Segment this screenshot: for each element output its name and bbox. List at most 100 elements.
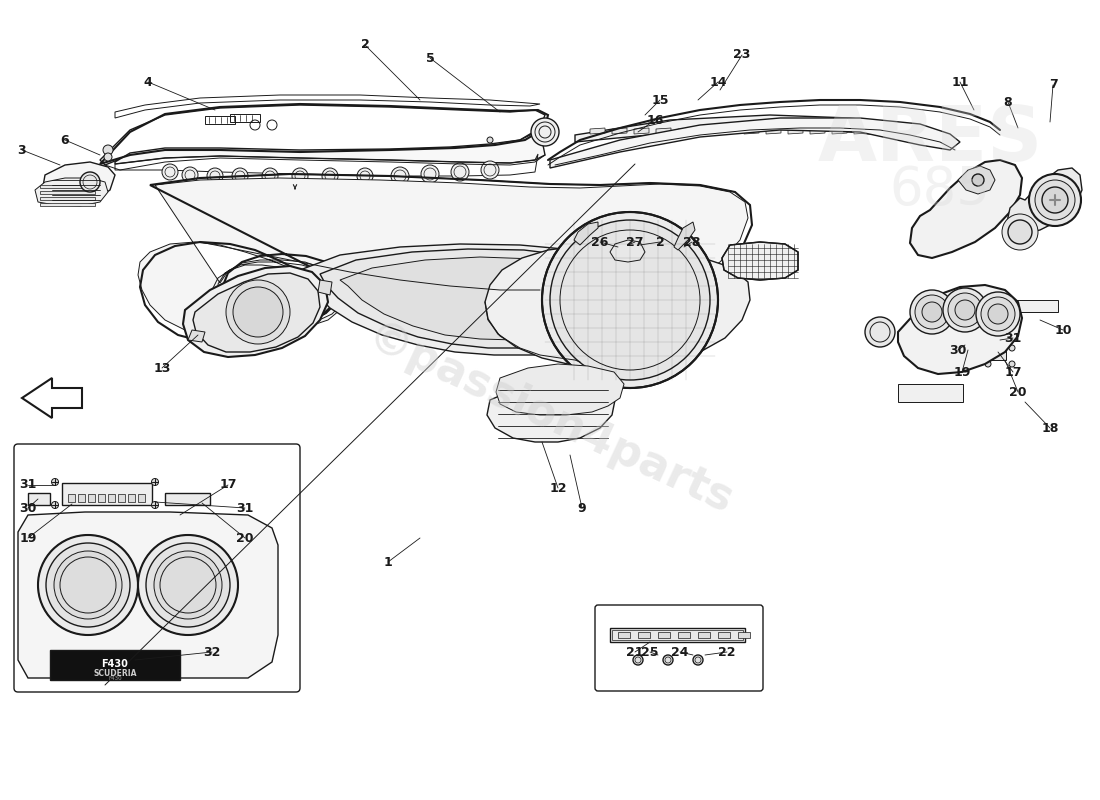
Circle shape: [955, 300, 975, 320]
Polygon shape: [810, 128, 825, 134]
Text: 16: 16: [647, 114, 663, 126]
Text: 25: 25: [641, 646, 659, 658]
Polygon shape: [958, 166, 996, 194]
Text: 27: 27: [626, 235, 644, 249]
Bar: [610, 628, 745, 642]
Text: 6: 6: [60, 134, 69, 146]
Bar: [230, 114, 260, 122]
Polygon shape: [487, 378, 615, 442]
Bar: [898, 384, 962, 402]
Bar: [128, 494, 135, 502]
Text: 8: 8: [1003, 95, 1012, 109]
Circle shape: [358, 168, 373, 184]
Bar: [978, 350, 1006, 360]
Circle shape: [1009, 345, 1015, 351]
Text: F430: F430: [108, 677, 122, 682]
Circle shape: [292, 168, 308, 184]
Polygon shape: [722, 128, 737, 134]
Polygon shape: [876, 128, 891, 134]
Polygon shape: [18, 512, 278, 678]
Text: 20: 20: [236, 531, 254, 545]
Polygon shape: [35, 178, 108, 206]
Polygon shape: [116, 130, 544, 164]
Text: 1: 1: [384, 555, 393, 569]
Circle shape: [487, 137, 493, 143]
Polygon shape: [634, 128, 649, 134]
Bar: [98, 494, 104, 502]
Polygon shape: [188, 330, 205, 342]
Polygon shape: [722, 242, 798, 280]
Polygon shape: [40, 197, 95, 200]
Text: 9: 9: [578, 502, 586, 514]
Circle shape: [80, 172, 100, 192]
Polygon shape: [40, 185, 95, 188]
Circle shape: [152, 502, 158, 509]
Polygon shape: [138, 178, 748, 335]
Polygon shape: [832, 128, 847, 134]
Text: 13: 13: [153, 362, 170, 374]
Polygon shape: [766, 128, 781, 134]
Bar: [678, 632, 690, 638]
Bar: [62, 483, 152, 505]
Text: ARES: ARES: [817, 103, 1043, 177]
Text: 17: 17: [1004, 366, 1022, 378]
Circle shape: [138, 535, 238, 635]
Polygon shape: [300, 244, 668, 355]
FancyBboxPatch shape: [14, 444, 300, 692]
Circle shape: [984, 361, 991, 367]
Circle shape: [1028, 174, 1081, 226]
Polygon shape: [898, 285, 1022, 374]
Text: ©passion4parts: ©passion4parts: [360, 316, 740, 524]
Circle shape: [46, 543, 130, 627]
Polygon shape: [678, 128, 693, 134]
Circle shape: [988, 304, 1008, 324]
Circle shape: [910, 290, 954, 334]
Text: 30: 30: [949, 343, 967, 357]
Circle shape: [922, 302, 942, 322]
Circle shape: [915, 295, 949, 329]
Bar: [108, 494, 115, 502]
Polygon shape: [42, 162, 116, 204]
Circle shape: [976, 292, 1020, 336]
Text: 18: 18: [1042, 422, 1058, 434]
Polygon shape: [485, 245, 750, 368]
Bar: [50, 650, 180, 680]
Circle shape: [39, 535, 138, 635]
Polygon shape: [318, 280, 332, 295]
Polygon shape: [183, 266, 328, 357]
Circle shape: [984, 345, 991, 351]
Circle shape: [550, 220, 710, 380]
Bar: [88, 494, 95, 502]
Circle shape: [154, 551, 222, 619]
Text: 23: 23: [734, 49, 750, 62]
Circle shape: [103, 145, 113, 155]
Polygon shape: [22, 378, 82, 418]
Circle shape: [233, 287, 283, 337]
Circle shape: [162, 164, 178, 180]
Circle shape: [531, 118, 559, 146]
Circle shape: [943, 288, 987, 332]
Circle shape: [1002, 214, 1038, 250]
Text: 685: 685: [890, 164, 990, 216]
Circle shape: [292, 180, 299, 188]
Circle shape: [981, 297, 1015, 331]
Bar: [952, 328, 997, 342]
Text: 15: 15: [651, 94, 669, 106]
FancyBboxPatch shape: [595, 605, 763, 691]
Bar: [718, 632, 730, 638]
Polygon shape: [40, 203, 95, 206]
Polygon shape: [700, 128, 715, 134]
Polygon shape: [612, 128, 627, 134]
Text: 22: 22: [718, 646, 736, 658]
Polygon shape: [1006, 168, 1082, 234]
Text: 10: 10: [1054, 323, 1071, 337]
Circle shape: [948, 293, 982, 327]
Text: 2: 2: [656, 235, 664, 249]
Circle shape: [632, 655, 644, 665]
Text: 19: 19: [20, 531, 36, 545]
Circle shape: [390, 167, 409, 185]
Polygon shape: [496, 364, 624, 415]
Bar: [1010, 300, 1058, 312]
Text: 19: 19: [954, 366, 970, 378]
Text: 7: 7: [1048, 78, 1057, 91]
